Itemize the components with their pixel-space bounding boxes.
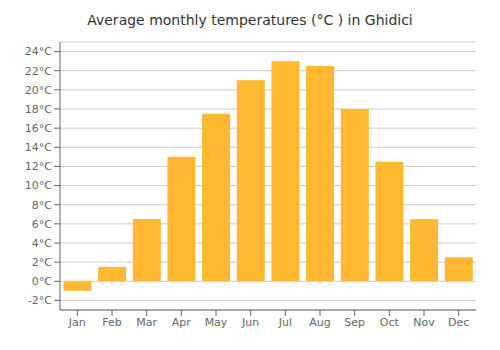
svg-text:Feb: Feb — [102, 316, 121, 329]
svg-text:2°C: 2°C — [32, 256, 52, 269]
svg-text:0°C: 0°C — [32, 275, 52, 288]
svg-text:Dec: Dec — [448, 316, 469, 329]
svg-text:20°C: 20°C — [25, 84, 52, 97]
svg-text:Mar: Mar — [136, 316, 157, 329]
svg-text:22°C: 22°C — [25, 65, 52, 78]
svg-text:Oct: Oct — [380, 316, 400, 329]
svg-text:14°C: 14°C — [25, 141, 52, 154]
svg-text:Jul: Jul — [278, 316, 292, 329]
svg-text:-2°C: -2°C — [28, 294, 52, 307]
svg-text:Nov: Nov — [413, 316, 435, 329]
html-text:Average monthly temperatures (: Average monthly temperatures (°C ) in Gh… — [87, 12, 413, 28]
svg-text:12°C: 12°C — [25, 160, 52, 173]
svg-text:4°C: 4°C — [32, 237, 52, 250]
svg-text:Aug: Aug — [309, 316, 330, 329]
svg-text:Jun: Jun — [241, 316, 259, 329]
svg-text:May: May — [205, 316, 228, 329]
svg-text:10°C: 10°C — [25, 179, 52, 192]
svg-text:Jan: Jan — [68, 316, 86, 329]
svg-text:8°C: 8°C — [32, 199, 52, 212]
svg-text:18°C: 18°C — [25, 103, 52, 116]
svg-text:24°C: 24°C — [25, 45, 52, 58]
svg-text:Apr: Apr — [172, 316, 192, 329]
svg-text:16°C: 16°C — [25, 122, 52, 135]
svg-text:Sep: Sep — [344, 316, 365, 329]
svg-text:6°C: 6°C — [32, 218, 52, 231]
